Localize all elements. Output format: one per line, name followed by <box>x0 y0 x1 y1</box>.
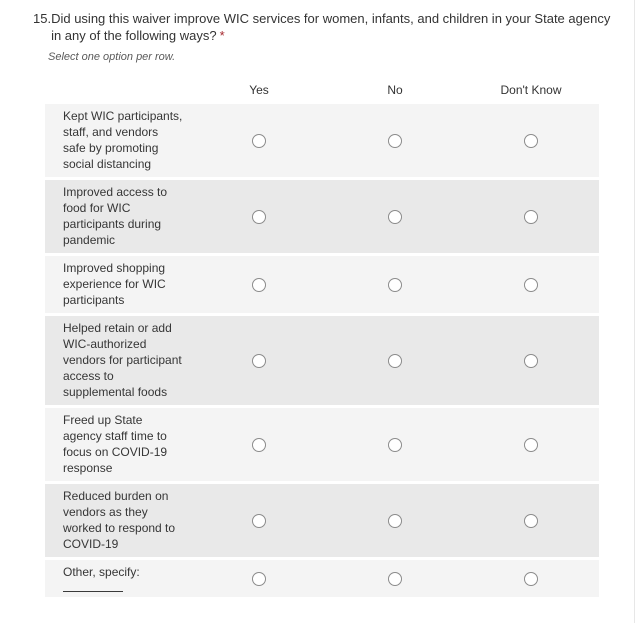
matrix-row: Improved shopping experience for WIC par… <box>45 256 599 313</box>
question-number: 15. <box>33 11 52 26</box>
question-instruction: Select one option per row. <box>48 51 176 63</box>
other-specify-input-line[interactable] <box>63 582 123 592</box>
column-header-dont-know: Don't Know <box>500 83 562 97</box>
radio-yes[interactable] <box>252 133 266 148</box>
radio-dont-know[interactable] <box>524 437 538 452</box>
radio-no[interactable] <box>388 571 402 586</box>
column-header-no: No <box>387 83 403 97</box>
radio-cell-no <box>327 408 463 481</box>
row-label: Other, specify: <box>45 560 191 597</box>
radio-cell-dont-know <box>463 104 599 177</box>
radio-cell-no <box>327 316 463 405</box>
header-label-spacer <box>45 83 191 98</box>
matrix-rows: Kept WIC participants, staff, and vendor… <box>45 104 599 597</box>
page-edge-divider <box>634 0 635 623</box>
radio-no[interactable] <box>388 133 402 148</box>
matrix-row: Reduced burden on vendors as they worked… <box>45 484 599 557</box>
radio-cell-yes <box>191 408 327 481</box>
question-text: Did using this waiver improve WIC servic… <box>51 10 611 44</box>
likert-matrix: Yes No Don't Know Kept WIC participants, s… <box>45 83 599 597</box>
radio-cell-yes <box>191 256 327 313</box>
radio-no[interactable] <box>388 513 402 528</box>
radio-cell-no <box>327 560 463 597</box>
radio-dont-know[interactable] <box>524 513 538 528</box>
radio-yes[interactable] <box>252 209 266 224</box>
radio-cell-yes <box>191 316 327 405</box>
radio-cell-yes <box>191 484 327 557</box>
question-title: 15. Did using this waiver improve WIC se… <box>33 10 611 44</box>
radio-yes[interactable] <box>252 353 266 368</box>
row-label: Improved access to food for WIC particip… <box>45 180 191 253</box>
matrix-row: Other, specify: <box>45 560 599 597</box>
radio-cell-dont-know <box>463 256 599 313</box>
radio-no[interactable] <box>388 437 402 452</box>
column-header-yes: Yes <box>249 83 269 97</box>
radio-cell-dont-know <box>463 484 599 557</box>
radio-cell-no <box>327 104 463 177</box>
matrix-header: Yes No Don't Know <box>45 83 599 98</box>
matrix-row: Improved access to food for WIC particip… <box>45 180 599 253</box>
radio-dont-know[interactable] <box>524 571 538 586</box>
radio-dont-know[interactable] <box>524 277 538 292</box>
row-label: Helped retain or add WIC-authorized vend… <box>45 316 191 405</box>
radio-cell-dont-know <box>463 316 599 405</box>
row-label-text: Freed up State agency staff time to focu… <box>63 413 168 475</box>
radio-cell-yes <box>191 560 327 597</box>
radio-yes[interactable] <box>252 513 266 528</box>
radio-yes[interactable] <box>252 277 266 292</box>
radio-cell-dont-know <box>463 560 599 597</box>
radio-cell-yes <box>191 180 327 253</box>
radio-cell-no <box>327 180 463 253</box>
radio-cell-yes <box>191 104 327 177</box>
radio-cell-dont-know <box>463 180 599 253</box>
row-label-text: Reduced burden on vendors as they worked… <box>63 489 176 551</box>
radio-cell-no <box>327 484 463 557</box>
row-label-text: Improved access to food for WIC particip… <box>63 185 168 247</box>
row-label: Improved shopping experience for WIC par… <box>45 256 191 313</box>
radio-yes[interactable] <box>252 571 266 586</box>
radio-no[interactable] <box>388 353 402 368</box>
radio-yes[interactable] <box>252 437 266 452</box>
row-label-text: Other, specify: <box>63 565 140 579</box>
radio-dont-know[interactable] <box>524 353 538 368</box>
row-label-text: Improved shopping experience for WIC par… <box>63 261 166 307</box>
required-asterisk: * <box>219 28 225 43</box>
matrix-row: Freed up State agency staff time to focu… <box>45 408 599 481</box>
radio-cell-dont-know <box>463 408 599 481</box>
radio-dont-know[interactable] <box>524 133 538 148</box>
row-label-text: Helped retain or add WIC-authorized vend… <box>63 321 182 399</box>
matrix-row: Helped retain or add WIC-authorized vend… <box>45 316 599 405</box>
question-text-body: Did using this waiver improve WIC servic… <box>51 11 611 43</box>
radio-no[interactable] <box>388 209 402 224</box>
row-label: Freed up State agency staff time to focu… <box>45 408 191 481</box>
row-label: Reduced burden on vendors as they worked… <box>45 484 191 557</box>
radio-no[interactable] <box>388 277 402 292</box>
radio-cell-no <box>327 256 463 313</box>
matrix-row: Kept WIC participants, staff, and vendor… <box>45 104 599 177</box>
question-block: 15. Did using this waiver improve WIC se… <box>0 0 638 63</box>
row-label: Kept WIC participants, staff, and vendor… <box>45 104 191 177</box>
radio-dont-know[interactable] <box>524 209 538 224</box>
row-label-text: Kept WIC participants, staff, and vendor… <box>63 109 183 171</box>
